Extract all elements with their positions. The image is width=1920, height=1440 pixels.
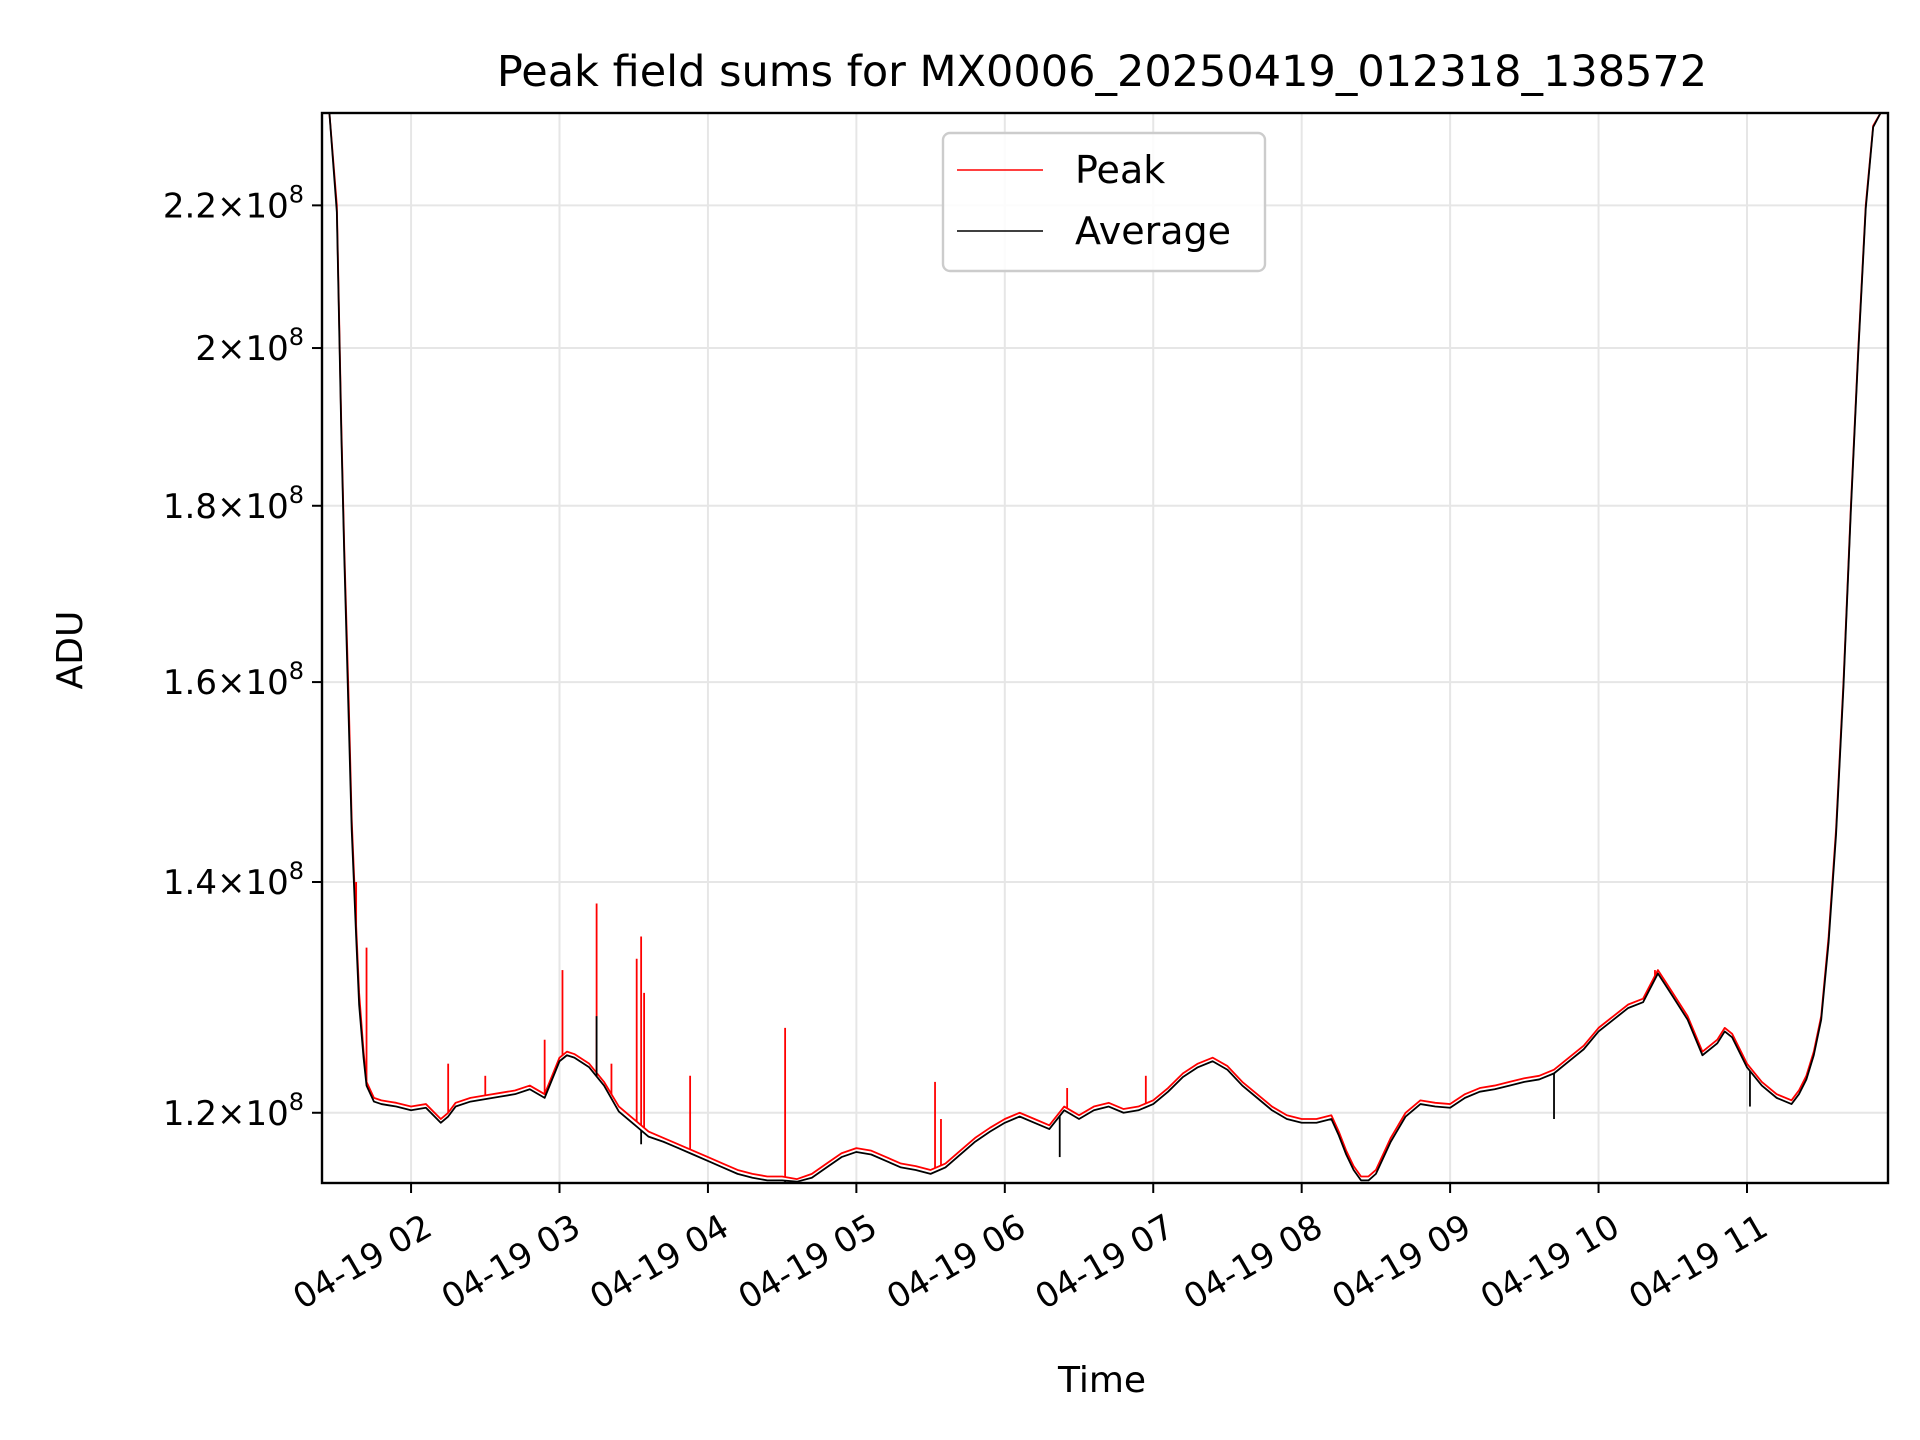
legend-label-peak: Peak <box>1075 148 1165 192</box>
y-tick-label: 2.2×108 <box>163 180 304 226</box>
y-tick-label: 1.4×108 <box>163 857 304 903</box>
legend-label-average: Average <box>1075 209 1231 253</box>
x-axis-label: Time <box>1057 1360 1146 1401</box>
y-tick-label: 2×108 <box>195 323 304 369</box>
chart-title: Peak field sums for MX0006_20250419_0123… <box>497 47 1707 97</box>
legend: Peak Average <box>941 131 1267 273</box>
y-tick-label: 1.2×108 <box>163 1088 304 1134</box>
y-tick-label: 1.6×108 <box>163 657 304 703</box>
y-axis-label: ADU <box>50 611 91 690</box>
series-line-average <box>322 113 1888 1183</box>
series-average <box>322 113 1888 1183</box>
grid <box>322 113 1888 1183</box>
series-line-peak <box>322 113 1888 1180</box>
plot-area <box>320 111 1890 1185</box>
series-layer <box>322 113 1888 1183</box>
y-tick-label: 1.8×108 <box>163 481 304 527</box>
legend-frame <box>941 131 1267 273</box>
